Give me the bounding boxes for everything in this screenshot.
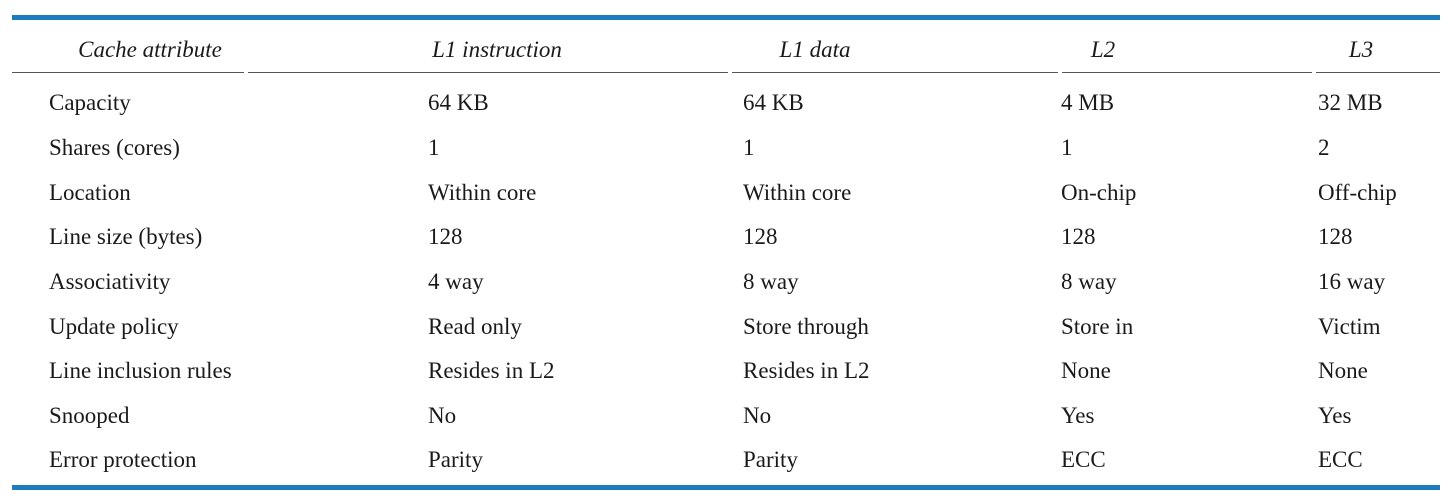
table-cell-l1-data: No	[743, 403, 772, 428]
table-cell-l1-instruction: 128	[428, 224, 463, 249]
row-label: Capacity	[49, 90, 131, 115]
header-rule-segment	[12, 72, 244, 73]
table-cell-l1-data: 8 way	[743, 269, 799, 294]
table-cell-l1-data: 64 KB	[743, 90, 804, 115]
table-cell-l1-data: Resides in L2	[743, 358, 870, 383]
row-label: Line size (bytes)	[49, 224, 203, 249]
table-cell-l3: Off-chip	[1318, 180, 1397, 205]
row-label: Error protection	[49, 447, 197, 472]
header-rule-segment	[248, 72, 728, 73]
column-header-l1-instruction: L1 instruction	[432, 37, 562, 62]
table-cell-l2: 8 way	[1061, 269, 1117, 294]
table-cell-l1-data: Within core	[743, 180, 852, 205]
table-bottom-rule	[12, 485, 1440, 490]
table-cell-l2: On-chip	[1061, 180, 1137, 205]
table-cell-l2: None	[1061, 358, 1111, 383]
table-cell-l1-data: Parity	[743, 447, 798, 472]
table-cell-l3: 32 MB	[1318, 90, 1383, 115]
table-cell-l3: Victim	[1318, 314, 1381, 339]
table-cell-l3: ECC	[1318, 447, 1363, 472]
table-cell-l1-data: 1	[743, 135, 755, 160]
table-cell-l1-instruction: Parity	[428, 447, 483, 472]
row-label: Snooped	[49, 403, 130, 428]
table-cell-l1-instruction: 4 way	[428, 269, 484, 294]
table-cell-l1-instruction: 1	[428, 135, 440, 160]
header-rule-segment	[1062, 72, 1312, 73]
table-cell-l1-instruction: No	[428, 403, 457, 428]
table-cell-l1-data: Store through	[743, 314, 869, 339]
table-cell-l3: 128	[1318, 224, 1353, 249]
table-cell-l2: 128	[1061, 224, 1096, 249]
table-cell-l2: Store in	[1061, 314, 1134, 339]
row-label: Location	[49, 180, 131, 205]
table-cell-l3: 16 way	[1318, 269, 1386, 294]
table-cell-l1-instruction: Within core	[428, 180, 537, 205]
column-header-l1-data: L1 data	[779, 37, 851, 62]
table-cell-l1-instruction: 64 KB	[428, 90, 489, 115]
column-header-attribute: Cache attribute	[78, 37, 222, 62]
table-cell-l3: None	[1318, 358, 1368, 383]
column-header-l2: L2	[1090, 37, 1116, 62]
table-cell-l3: Yes	[1318, 403, 1352, 428]
table-cell-l2: ECC	[1061, 447, 1106, 472]
table-cell-l3: 2	[1318, 135, 1330, 160]
table-cell-l1-instruction: Resides in L2	[428, 358, 555, 383]
table-cell-l2: 1	[1061, 135, 1073, 160]
row-label: Update policy	[49, 314, 179, 339]
table-cell-l1-instruction: Read only	[428, 314, 522, 339]
header-rule-segment	[732, 72, 1058, 73]
header-rule-segment	[1316, 72, 1440, 73]
row-label: Line inclusion rules	[49, 358, 232, 383]
row-label: Shares (cores)	[49, 135, 180, 160]
table-cell-l2: 4 MB	[1061, 90, 1115, 115]
column-header-l3: L3	[1348, 37, 1374, 62]
table-top-rule	[12, 15, 1440, 20]
table-cell-l2: Yes	[1061, 403, 1095, 428]
row-label: Associativity	[49, 269, 171, 294]
table-cell-l1-data: 128	[743, 224, 778, 249]
